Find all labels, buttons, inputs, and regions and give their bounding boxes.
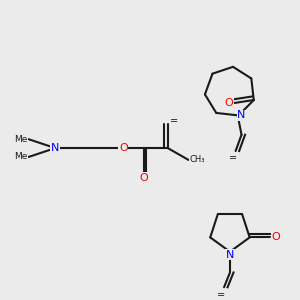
Text: O: O xyxy=(140,173,148,183)
Text: =: = xyxy=(229,153,237,164)
Text: =: = xyxy=(217,290,225,300)
Text: N: N xyxy=(237,110,246,121)
Text: O: O xyxy=(119,143,128,153)
Text: CH₃: CH₃ xyxy=(189,155,205,164)
Text: O: O xyxy=(272,232,280,242)
Text: N: N xyxy=(226,250,234,260)
Text: N: N xyxy=(51,143,59,153)
Text: =: = xyxy=(169,116,178,126)
Text: Me: Me xyxy=(14,152,28,161)
Text: O: O xyxy=(225,98,234,108)
Text: Me: Me xyxy=(14,135,28,144)
